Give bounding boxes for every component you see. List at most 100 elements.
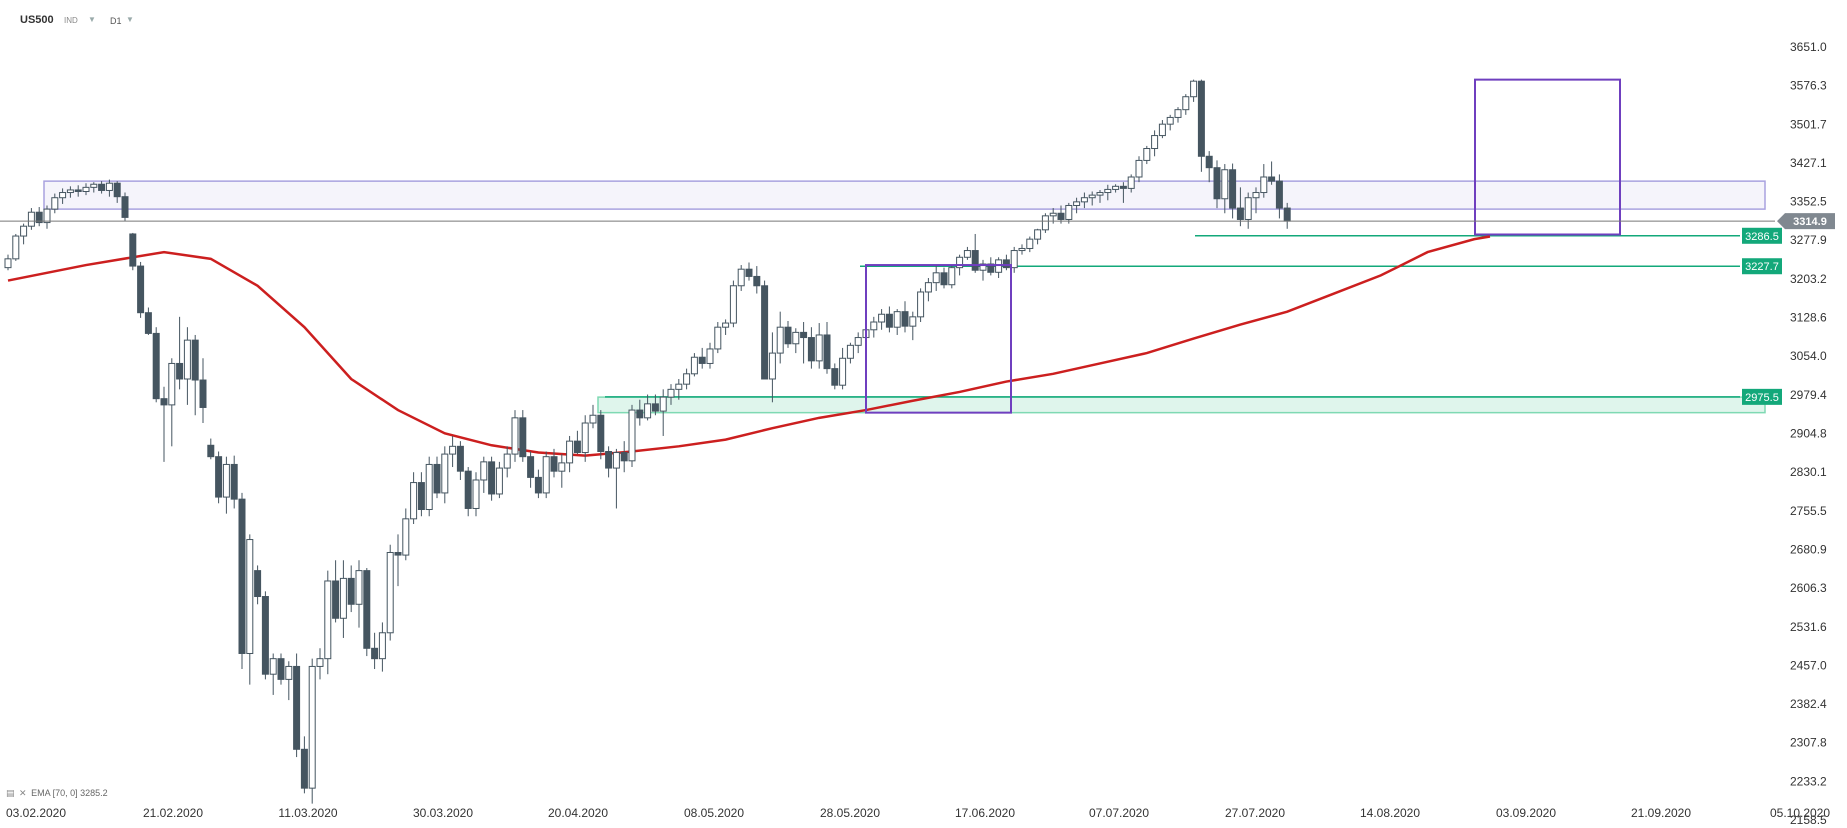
- y-tick-label: 3054.0: [1790, 349, 1827, 363]
- candle-body: [1049, 212, 1057, 217]
- candle-body: [495, 467, 503, 495]
- ema-legend-text: EMA [70, 0] 3285.2: [31, 788, 108, 798]
- candle-body: [183, 339, 191, 380]
- candle-body: [1229, 169, 1237, 209]
- candle-body: [121, 196, 129, 218]
- candle-body: [776, 326, 784, 354]
- candle-body: [74, 189, 82, 193]
- candle-body: [566, 440, 574, 464]
- y-tick-label: 3203.2: [1790, 272, 1827, 286]
- candle-body: [105, 182, 113, 191]
- candle-body: [729, 285, 737, 324]
- level-price-label: 3286.5: [1745, 231, 1779, 243]
- chevron-down-icon[interactable]: ▼: [88, 15, 96, 24]
- x-tick-label: 07.07.2020: [1089, 806, 1149, 820]
- candle-body: [792, 331, 800, 345]
- y-tick-label: 3576.3: [1790, 79, 1827, 93]
- candle-body: [332, 580, 340, 619]
- candle-body: [511, 417, 519, 455]
- price-zone: [43, 180, 1766, 210]
- y-tick-label: 2904.8: [1790, 426, 1827, 440]
- candle-body: [644, 403, 652, 419]
- candle-body: [1244, 197, 1252, 220]
- y-tick-label: 3501.7: [1790, 117, 1827, 131]
- x-tick-label: 03.09.2020: [1496, 806, 1556, 820]
- chevron-down-icon[interactable]: ▼: [126, 15, 134, 24]
- candle-body: [1080, 197, 1088, 203]
- chart-toolbar: US500 IND ▼ D1 ▼: [0, 0, 600, 40]
- candle-body: [854, 337, 862, 346]
- candle-body: [589, 414, 597, 424]
- candle-body: [932, 272, 940, 284]
- x-tick-label: 21.09.2020: [1631, 806, 1691, 820]
- candle-body: [464, 470, 472, 509]
- candle-body: [917, 291, 925, 318]
- x-tick-label: 30.03.2020: [413, 806, 473, 820]
- candle-body: [979, 263, 987, 271]
- candle-body: [737, 268, 745, 287]
- candle-body: [1127, 176, 1135, 189]
- candle-body: [1236, 207, 1244, 220]
- candle-body: [449, 445, 457, 455]
- candle-body: [1010, 250, 1018, 269]
- candle-body: [956, 256, 964, 269]
- candle-body: [722, 322, 730, 328]
- candle-body: [519, 417, 527, 458]
- candle-body: [807, 337, 815, 362]
- candle-body: [1268, 176, 1276, 182]
- price-zone: [597, 396, 1766, 414]
- interval-selector[interactable]: D1: [110, 16, 122, 26]
- candle-body: [1034, 229, 1042, 240]
- candle-body: [815, 334, 823, 362]
- candle-body: [1096, 192, 1104, 196]
- y-tick-label: 2233.2: [1790, 774, 1827, 788]
- candle-body: [1252, 192, 1260, 199]
- level-price-tag: [1742, 227, 1782, 244]
- candle-body: [90, 183, 98, 188]
- x-tick-label: 08.05.2020: [684, 806, 744, 820]
- candle-body: [839, 357, 847, 386]
- candle-body: [59, 192, 67, 199]
- candle-body: [948, 267, 956, 286]
- candle-body: [347, 577, 355, 605]
- candle-body: [4, 258, 12, 269]
- candle-body: [667, 388, 675, 398]
- symbol-label[interactable]: US500: [20, 14, 54, 26]
- candle-body: [1041, 215, 1049, 231]
- candle-body: [1283, 207, 1291, 222]
- candle-body: [1002, 259, 1010, 269]
- current-price-label: 3314.9: [1793, 216, 1827, 228]
- x-tick-label: 21.02.2020: [143, 806, 203, 820]
- close-icon[interactable]: ✕: [19, 788, 27, 798]
- x-tick-label: 14.08.2020: [1360, 806, 1420, 820]
- candle-body: [300, 748, 308, 789]
- candle-body: [410, 482, 418, 520]
- y-tick-label: 3427.1: [1790, 156, 1827, 170]
- y-tick-label: 2979.4: [1790, 388, 1827, 402]
- instrument-type-label: IND: [64, 16, 78, 25]
- candle-body: [581, 422, 589, 454]
- candle-body: [394, 551, 402, 556]
- candle-body: [456, 445, 464, 472]
- candle-body: [66, 189, 74, 194]
- candle-body: [144, 312, 152, 334]
- current-price-tag: [1777, 213, 1835, 230]
- candle-body: [355, 570, 363, 605]
- candle-body: [745, 268, 753, 277]
- ema-line: [7, 235, 1491, 457]
- candle-body: [176, 362, 184, 380]
- indicator-legend: ▤ ✕ EMA [70, 0] 3285.2: [6, 788, 108, 799]
- indicator-list-icon[interactable]: ▤: [6, 788, 15, 798]
- candle-body: [1190, 80, 1198, 98]
- candle-body: [269, 658, 277, 675]
- candle-body: [1205, 155, 1213, 169]
- candle-body: [628, 409, 636, 462]
- candle-body: [940, 272, 948, 286]
- y-tick-label: 2457.0: [1790, 658, 1827, 672]
- x-tick-label: 20.04.2020: [548, 806, 608, 820]
- candle-body: [472, 479, 480, 509]
- candle-body: [597, 414, 605, 452]
- candle-body: [558, 462, 566, 472]
- candle-body: [339, 577, 347, 619]
